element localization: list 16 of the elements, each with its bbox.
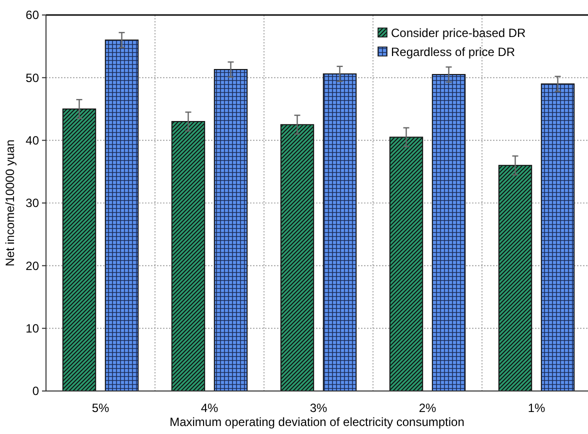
y-axis-title: Net income/10000 yuan <box>3 140 17 266</box>
y-tick-label: 60 <box>26 8 40 22</box>
y-tick-label: 40 <box>26 134 40 148</box>
legend-label: Regardless of price DR <box>391 45 516 60</box>
y-tick-label: 50 <box>26 70 40 85</box>
y-tick-label: 20 <box>26 258 40 273</box>
x-tick-label: 3% <box>310 401 328 415</box>
y-tick-label: 10 <box>26 322 40 336</box>
x-tick-label: 4% <box>200 401 218 415</box>
x-tick-label: 2% <box>418 401 436 415</box>
legend-label: Consider price-based DR <box>391 26 526 40</box>
x-axis-title: Maximum operating deviation of electricity consumption <box>170 415 464 429</box>
x-tick-label: 5% <box>92 401 110 415</box>
y-tick-label: 30 <box>26 196 40 210</box>
x-tick-label: 1% <box>528 401 546 415</box>
y-tick-label: 0 <box>32 384 40 398</box>
